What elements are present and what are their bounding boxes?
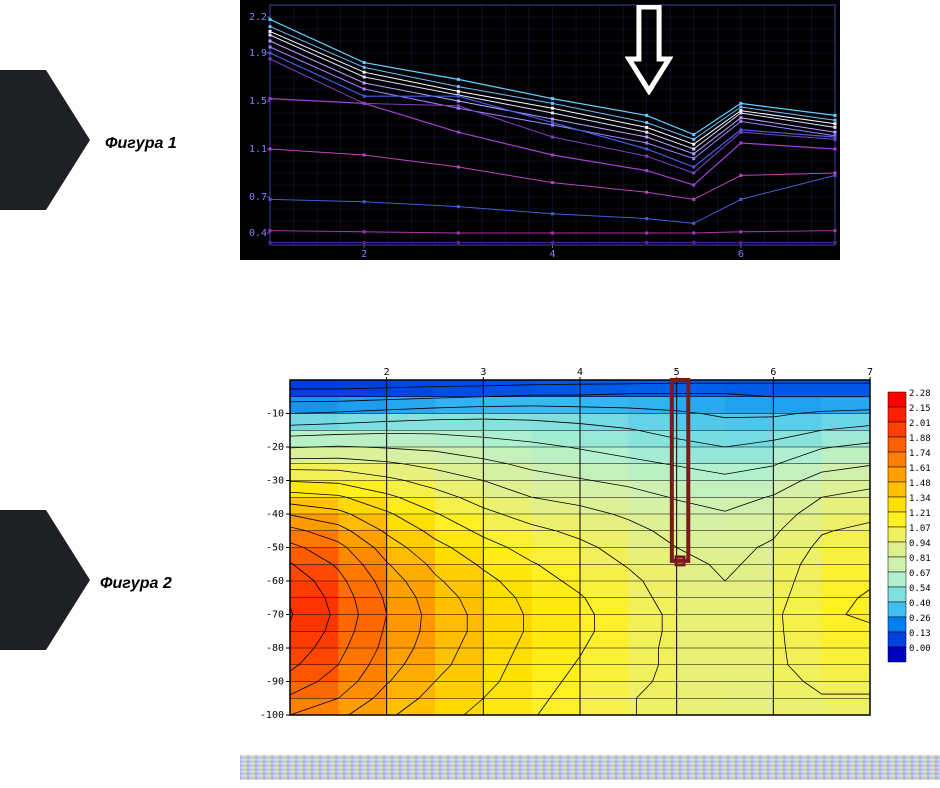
- svg-text:1.74: 1.74: [909, 449, 931, 459]
- svg-text:0.54: 0.54: [909, 584, 931, 594]
- noise-strip: [240, 755, 940, 780]
- svg-text:2.15: 2.15: [909, 404, 931, 414]
- svg-text:0.94: 0.94: [909, 539, 931, 549]
- svg-text:-80: -80: [266, 643, 284, 654]
- svg-text:0.26: 0.26: [909, 614, 931, 624]
- svg-text:-100: -100: [260, 710, 284, 721]
- svg-text:1.48: 1.48: [909, 479, 931, 489]
- pentagon-marker-2: [0, 510, 90, 650]
- svg-text:1.61: 1.61: [909, 464, 931, 474]
- svg-text:1.21: 1.21: [909, 509, 931, 519]
- svg-text:1.9: 1.9: [249, 48, 267, 59]
- line-chart: 0.4 0.7 1.1 1.5 1.9 2.2 2 4 6: [240, 0, 840, 260]
- svg-text:0.4: 0.4: [249, 228, 267, 239]
- svg-text:1.07: 1.07: [909, 524, 931, 534]
- contour-chart: 2 3 4 5 6 7 -10 -20 -30 -40 -50 -60 -70 -80 -90 -100 2.2…: [240, 360, 940, 730]
- svg-text:5: 5: [674, 367, 680, 378]
- svg-text:-30: -30: [266, 476, 284, 487]
- svg-text:0.81: 0.81: [909, 554, 931, 564]
- svg-text:3: 3: [480, 367, 486, 378]
- svg-text:6: 6: [738, 249, 744, 260]
- svg-text:4: 4: [577, 367, 583, 378]
- svg-text:-70: -70: [266, 610, 284, 621]
- svg-text:2.28: 2.28: [909, 389, 931, 399]
- svg-text:0.13: 0.13: [909, 629, 931, 639]
- contour-chart-svg: 2 3 4 5 6 7 -10 -20 -30 -40 -50 -60 -70 -80 -90 -100 2.2…: [240, 360, 940, 730]
- svg-text:2.01: 2.01: [909, 419, 931, 429]
- svg-text:-20: -20: [266, 442, 284, 453]
- svg-text:0.67: 0.67: [909, 569, 931, 579]
- svg-text:1.34: 1.34: [909, 494, 931, 504]
- svg-text:6: 6: [770, 367, 776, 378]
- figure-1-label: Фигура 1: [105, 135, 177, 153]
- svg-text:1.5: 1.5: [249, 96, 267, 107]
- svg-text:0.7: 0.7: [249, 192, 267, 203]
- figure-2-label: Фигура 2: [100, 575, 172, 593]
- svg-text:2: 2: [384, 367, 390, 378]
- svg-text:-50: -50: [266, 543, 284, 554]
- svg-text:-60: -60: [266, 576, 284, 587]
- svg-text:-10: -10: [266, 409, 284, 420]
- svg-text:1.1: 1.1: [249, 144, 267, 155]
- svg-text:1.88: 1.88: [909, 434, 931, 444]
- svg-text:-40: -40: [266, 509, 284, 520]
- svg-text:0.00: 0.00: [909, 644, 931, 654]
- svg-text:2.2: 2.2: [249, 12, 267, 23]
- svg-text:0.40: 0.40: [909, 599, 931, 609]
- arrow-down-icon: [625, 5, 673, 95]
- svg-text:7: 7: [867, 367, 873, 378]
- pentagon-marker-1: [0, 70, 90, 210]
- svg-text:2: 2: [361, 249, 367, 260]
- svg-text:-90: -90: [266, 677, 284, 688]
- svg-text:4: 4: [549, 249, 555, 260]
- line-chart-svg: 0.4 0.7 1.1 1.5 1.9 2.2 2 4 6: [240, 0, 840, 260]
